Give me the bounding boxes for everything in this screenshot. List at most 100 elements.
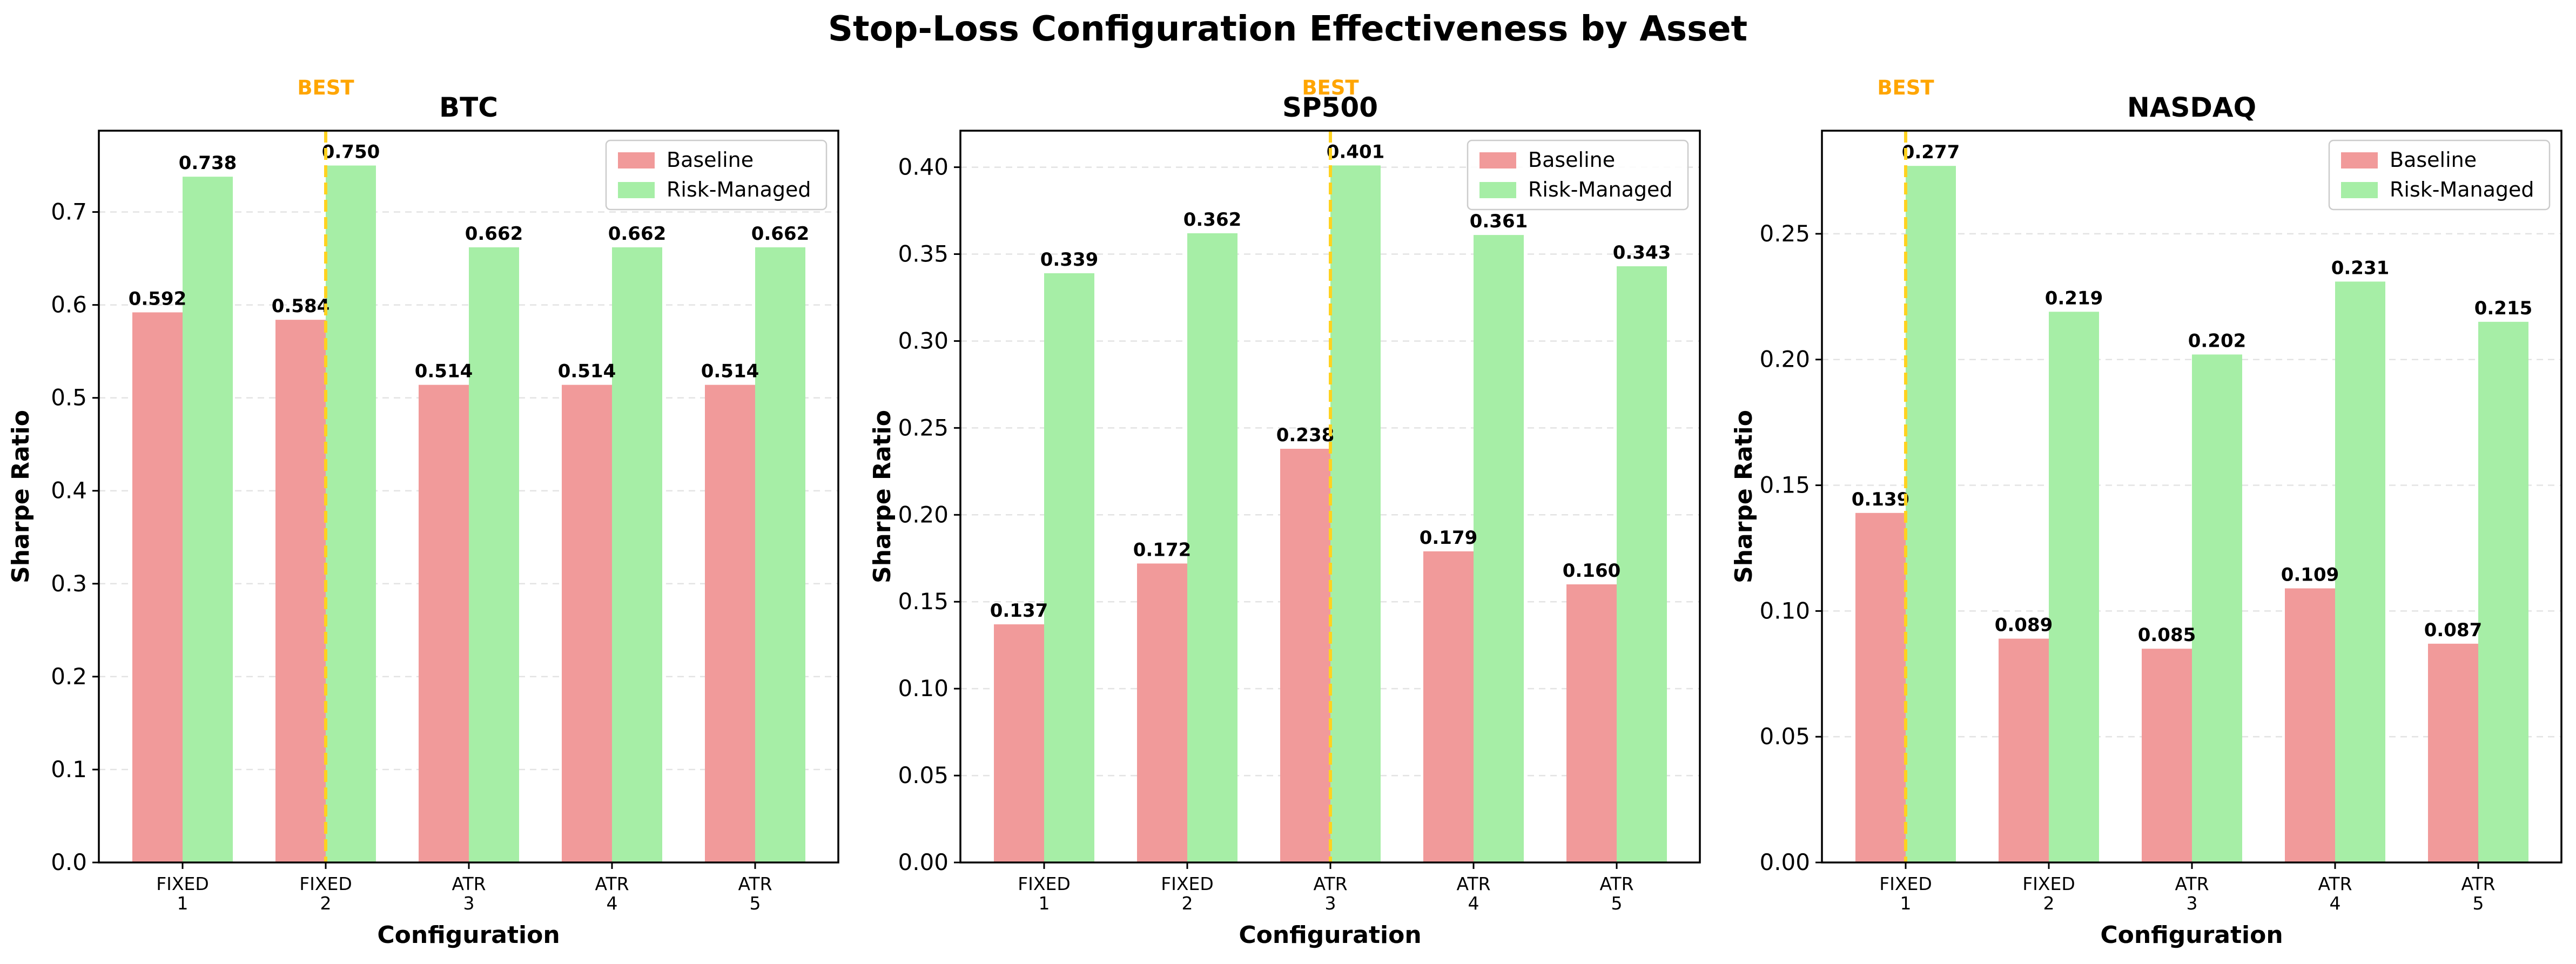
legend-box <box>2328 139 2551 211</box>
baseline-bar <box>132 312 183 862</box>
panel-title: NASDAQ <box>2127 92 2256 123</box>
x-tick-label-line1: FIXED <box>1161 873 1214 894</box>
risk-managed-bar <box>469 247 519 862</box>
baseline-bar <box>1423 551 1474 862</box>
risk-managed-bar <box>1044 273 1094 863</box>
y-axis-label: Sharpe Ratio <box>1730 410 1758 583</box>
y-tick-label: 0.2 <box>51 663 87 690</box>
risk-managed-bar <box>755 247 805 862</box>
risk-managed-bar <box>2049 312 2099 862</box>
x-tick-label-line2: 4 <box>1468 893 1479 914</box>
y-tick-label: 0.15 <box>898 588 949 615</box>
bar-value-label: 0.662 <box>751 223 810 245</box>
bar-value-label: 0.584 <box>272 295 330 317</box>
legend-label: Risk-Managed <box>2390 178 2534 201</box>
y-tick-label: 0.7 <box>51 199 87 225</box>
legend-label: Baseline <box>1528 148 1615 172</box>
x-tick-label-line1: FIXED <box>1018 873 1071 894</box>
bar-value-label: 0.514 <box>558 361 616 382</box>
x-tick-label-line1: ATR <box>452 873 486 894</box>
bar-value-label: 0.662 <box>465 223 523 245</box>
y-tick-label: 0.3 <box>51 570 87 597</box>
x-tick-label-line1: ATR <box>2318 873 2352 894</box>
bar-value-label: 0.592 <box>129 288 187 309</box>
baseline-bar <box>2285 588 2335 862</box>
legend-box <box>605 139 828 211</box>
bar-value-label: 0.089 <box>1995 615 2053 636</box>
x-tick-label-line1: ATR <box>2175 873 2209 894</box>
risk-managed-bar <box>612 247 662 862</box>
x-tick-label-line1: FIXED <box>156 873 209 894</box>
bar-value-label: 0.087 <box>2424 619 2483 641</box>
baseline-bar <box>2428 643 2478 862</box>
risk-managed-bar <box>1187 233 1237 863</box>
legend-swatch-risk-managed <box>2341 182 2378 198</box>
x-tick-label-line1: ATR <box>738 873 772 894</box>
bar-value-label: 0.514 <box>701 361 759 382</box>
legend-swatch-risk-managed <box>618 182 655 198</box>
bar-value-label: 0.238 <box>1276 424 1335 446</box>
y-tick-label: 0.5 <box>51 385 87 411</box>
bar-value-label: 0.160 <box>1563 560 1621 582</box>
y-tick-label: 0.30 <box>898 327 949 354</box>
risk-managed-bar <box>1906 166 1956 863</box>
x-tick-label-line2: 2 <box>2043 893 2055 914</box>
bar-value-label: 0.514 <box>415 361 473 382</box>
y-axis-label: Sharpe Ratio <box>869 410 896 583</box>
bar-value-label: 0.172 <box>1133 539 1192 561</box>
y-tick-label: 0.25 <box>1759 220 1810 247</box>
best-label: BEST <box>1877 76 1934 99</box>
chart-panel-sp500: 0.1370.1720.2380.1790.1600.3390.3620.401… <box>869 76 1701 949</box>
x-tick-label-line2: 5 <box>750 893 761 914</box>
x-tick-label-line1: ATR <box>2461 873 2495 894</box>
risk-managed-bar <box>2192 354 2242 862</box>
y-tick-label: 0.00 <box>898 849 949 875</box>
baseline-bar <box>419 385 469 862</box>
legend-label: Risk-Managed <box>667 178 811 201</box>
y-tick-label: 0.10 <box>898 675 949 702</box>
baseline-bar <box>1566 584 1617 862</box>
baseline-bar <box>705 385 755 862</box>
bar-value-label: 0.401 <box>1327 141 1385 163</box>
bar-value-label: 0.750 <box>322 141 380 163</box>
x-axis-label: Configuration <box>2100 921 2283 949</box>
x-tick-label-line1: ATR <box>1599 873 1633 894</box>
risk-managed-bar <box>1617 266 1667 862</box>
x-tick-label-line2: 1 <box>177 893 189 914</box>
baseline-bar <box>1280 448 1330 862</box>
baseline-bar <box>2142 649 2192 862</box>
y-axis-label: Sharpe Ratio <box>7 410 35 583</box>
bar-value-label: 0.215 <box>2474 298 2533 319</box>
baseline-bar <box>1855 513 1906 862</box>
x-axis-label: Configuration <box>377 921 560 949</box>
x-tick-label-line1: FIXED <box>299 873 352 894</box>
risk-managed-bar <box>2478 321 2528 862</box>
legend-swatch-risk-managed <box>1479 182 1516 198</box>
figure-title: Stop-Loss Configuration Effectiveness by… <box>828 9 1747 49</box>
bar-value-label: 0.139 <box>1852 489 1910 510</box>
legend-label: Risk-Managed <box>1528 178 1673 201</box>
risk-managed-bar <box>2335 281 2385 862</box>
legend-swatch-baseline <box>618 152 655 168</box>
y-tick-label: 0.20 <box>898 501 949 528</box>
x-tick-label-line2: 2 <box>320 893 332 914</box>
bar-value-label: 0.662 <box>608 223 667 245</box>
best-label: BEST <box>1302 76 1359 99</box>
x-tick-label-line2: 4 <box>607 893 618 914</box>
baseline-bar <box>275 320 326 862</box>
y-tick-label: 0.40 <box>898 154 949 180</box>
y-tick-label: 0.25 <box>898 414 949 441</box>
legend: Baseline Risk-Managed <box>2328 139 2551 211</box>
bar-value-label: 0.202 <box>2188 330 2247 352</box>
risk-managed-bar <box>326 165 376 862</box>
panel-title: BTC <box>439 92 498 123</box>
x-tick-label-line1: ATR <box>1456 873 1490 894</box>
y-tick-label: 0.6 <box>51 292 87 318</box>
bar-value-label: 0.738 <box>179 152 237 174</box>
x-tick-label-line2: 5 <box>1611 893 1623 914</box>
x-tick-label-line2: 4 <box>2330 893 2341 914</box>
legend-label: Baseline <box>667 148 754 172</box>
legend-swatch-baseline <box>1479 152 1516 168</box>
legend-label: Baseline <box>2390 148 2477 172</box>
